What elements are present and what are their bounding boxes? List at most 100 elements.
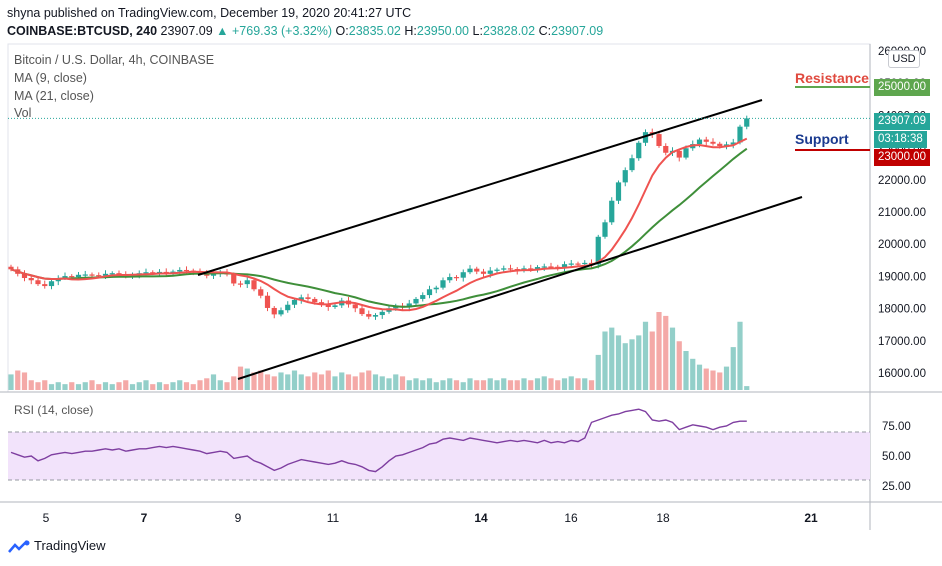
- tradingview-logo[interactable]: TradingView: [8, 538, 106, 554]
- y-tick-label: 18000.00: [878, 304, 926, 316]
- high-label: H:: [404, 24, 417, 38]
- y-tick-label: 17000.00: [878, 336, 926, 348]
- rsi-label[interactable]: RSI (14, close): [14, 403, 94, 417]
- candle-body: [420, 295, 426, 299]
- candle-body: [453, 277, 460, 279]
- legend-ma21[interactable]: MA (21, close): [14, 89, 94, 103]
- x-tick-label: 18: [656, 511, 670, 525]
- volume-bar: [372, 374, 379, 390]
- volume-bar: [258, 370, 264, 390]
- x-tick-label: 5: [43, 511, 50, 525]
- candle-body: [8, 266, 14, 270]
- legend-vol[interactable]: Vol: [14, 106, 32, 120]
- ma9-line: [10, 137, 748, 312]
- rsi-tick-label: 75.00: [882, 421, 911, 433]
- volume-bar: [561, 378, 568, 390]
- candle-body: [487, 270, 493, 274]
- volume-bar: [48, 384, 55, 390]
- rsi-tick-label: 25.00: [882, 481, 911, 493]
- candle-body: [82, 274, 88, 276]
- volume-bar: [555, 380, 561, 390]
- volume-bar: [244, 368, 250, 390]
- candle-body: [210, 273, 217, 276]
- volume-bar: [595, 354, 601, 390]
- y-tick-label: 19000.00: [878, 271, 926, 283]
- candle-body: [534, 267, 541, 270]
- candle-body: [48, 281, 55, 287]
- volume-bar: [494, 380, 500, 390]
- candle-body: [150, 272, 156, 274]
- candle-body: [62, 276, 68, 279]
- chart-title[interactable]: Bitcoin / U.S. Dollar, 4h, COINBASE: [14, 53, 215, 67]
- volume-bar: [379, 376, 385, 390]
- candle-body: [561, 264, 568, 269]
- volume-bar: [123, 380, 129, 390]
- candle-body: [710, 141, 716, 144]
- candle-body: [102, 273, 109, 276]
- candle-body: [615, 182, 622, 201]
- candle-body: [467, 268, 473, 273]
- candle-body: [494, 269, 500, 271]
- candle-body: [440, 280, 446, 288]
- x-tick-label: 21: [804, 511, 818, 525]
- candle-body: [582, 262, 588, 265]
- volume-bar: [21, 372, 28, 390]
- volume-bar: [75, 384, 82, 390]
- candle-body: [730, 142, 736, 145]
- volume-bar: [433, 382, 439, 390]
- volume-bar: [656, 312, 662, 390]
- ma21-line: [10, 147, 748, 308]
- x-tick-label: 11: [327, 511, 340, 525]
- volume-bar: [622, 343, 628, 390]
- volume-bar: [393, 374, 399, 390]
- rsi-band: [8, 432, 870, 480]
- candle-body: [251, 280, 257, 290]
- candle-body: [359, 308, 365, 315]
- volume-bar: [291, 370, 298, 390]
- rsi-line: [10, 408, 747, 473]
- candle-body: [325, 303, 331, 307]
- volume-bar: [703, 368, 709, 390]
- last-price: 23907.09: [160, 24, 213, 38]
- candle-body: [460, 272, 466, 278]
- currency-button[interactable]: USD: [888, 50, 920, 68]
- candle-body: [231, 274, 237, 284]
- volume-bar: [318, 374, 325, 390]
- volume-bar: [690, 358, 696, 390]
- volume-bar: [474, 380, 480, 390]
- volume-bar: [744, 386, 750, 390]
- legend-ma9[interactable]: MA (9, close): [14, 71, 87, 85]
- volume-bar: [278, 372, 284, 390]
- volume-bar: [217, 380, 223, 390]
- x-tick-label: 7: [141, 511, 148, 525]
- volume-bar: [683, 351, 689, 390]
- volume-bar: [183, 382, 190, 390]
- lower-trendline: [237, 196, 803, 380]
- volume-bar: [8, 374, 14, 390]
- x-tick-label: 9: [235, 511, 242, 525]
- volume-bar: [649, 331, 655, 390]
- candle-body: [622, 170, 628, 183]
- symbol-label: COINBASE:BTCUSD, 240: [7, 24, 158, 38]
- volume-bar: [190, 384, 196, 390]
- volume-bar: [615, 335, 622, 390]
- volume-bar: [663, 315, 669, 390]
- volume-bar: [487, 378, 493, 390]
- volume-bar: [325, 370, 331, 390]
- volume-bar: [406, 380, 412, 390]
- candle-body: [548, 266, 554, 268]
- volume-bar: [467, 378, 473, 390]
- volume-bar: [298, 374, 304, 390]
- candle-body: [609, 200, 615, 223]
- low-value: 23828.02: [482, 24, 536, 38]
- volume-bar: [96, 384, 102, 390]
- rsi-tick-label: 50.00: [882, 451, 911, 463]
- candle-body: [447, 277, 453, 281]
- volume-bar: [696, 364, 703, 390]
- candle-body: [271, 307, 277, 315]
- candle-body: [291, 299, 298, 305]
- candle-body: [696, 139, 703, 145]
- candle-body: [75, 274, 82, 278]
- candle-body: [96, 275, 102, 277]
